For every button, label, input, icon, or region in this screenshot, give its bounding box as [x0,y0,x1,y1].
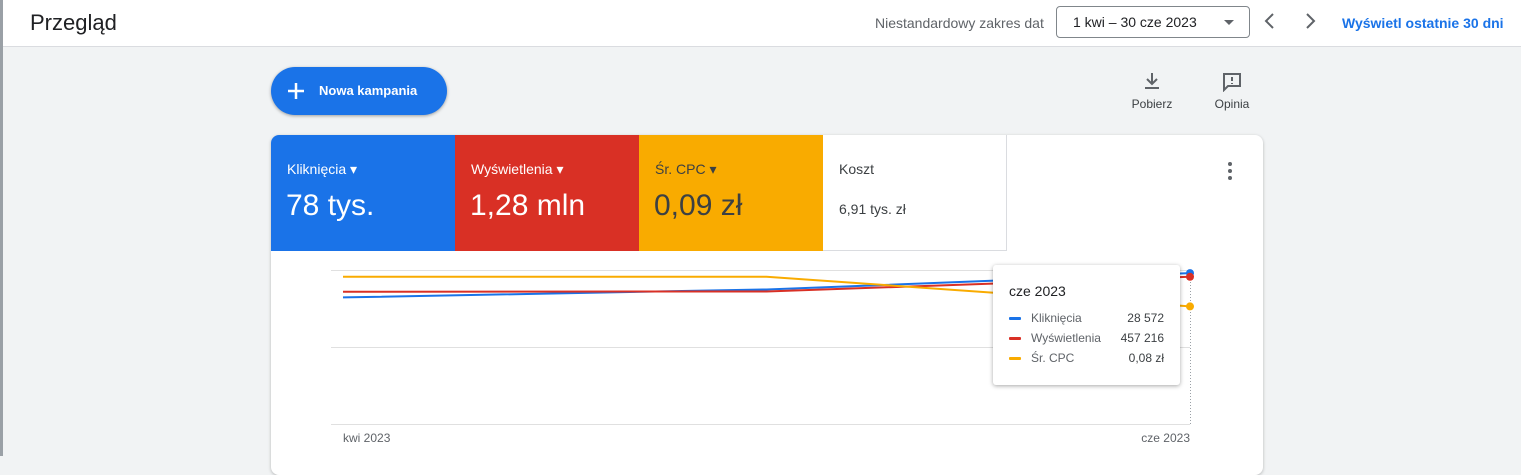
metric-name: Kliknięcia [287,161,347,177]
x-tick-label: kwi 2023 [343,431,391,445]
x-tick-label: cze 2023 [1141,431,1190,445]
metric-tile[interactable]: Wyświetlenia ▾ 1,28 mln [455,135,639,251]
feedback-label: Opinia [1214,97,1250,111]
metric-label: Kliknięcia ▾ [287,161,357,178]
date-range: 1 kwi – 30 cze 2023 [1073,14,1197,30]
legend-label: Wyświetlenia [1031,331,1101,345]
caret: ▾ [709,161,717,177]
metric-value: 78 tys. [286,189,375,222]
tooltip-value: 28 572 [1127,311,1164,325]
metric-tile[interactable]: Kliknięcia ▾ 78 tys. [271,135,455,251]
page-title: Przegląd [30,10,117,35]
hover-dot [1186,272,1194,281]
tooltip-row: Kliknięcia 28 572 [1009,311,1164,327]
metric-value: 6,91 tys. zł [839,201,906,217]
line-chart: kwi 2023 cze 2023 [331,269,1194,445]
metric-tile[interactable]: Koszt 6,91 tys. zł [823,135,1007,251]
download-icon [1145,73,1159,89]
tooltip: cze 2023 Kliknięcia 28 572 Wyświetlenia 457… [993,265,1180,385]
feedback-button[interactable]: Opinia [1192,70,1272,114]
caret: ▾ [556,161,564,177]
metric-label: Śr. CPC ▾ [655,161,717,178]
more-menu[interactable] [1226,161,1234,181]
button-label: Nowa kampania [319,83,418,98]
prev-button[interactable] [1262,11,1278,31]
top-bar: Przegląd Niestandardowy zakres dat 1 kwi… [3,0,1521,47]
new-campaign-button[interactable]: Nowa kampania [271,67,447,115]
feedback-icon [1223,73,1241,92]
caret: ▾ [350,161,358,177]
legend-label: Śr. CPC [1031,351,1075,365]
dropdown-icon [1224,20,1234,25]
metric-name: Koszt [839,161,875,177]
metric-tile[interactable]: Śr. CPC ▾ 0,09 zł [639,135,823,251]
legend-label: Kliknięcia [1031,311,1082,325]
tooltip-title: cze 2023 [1009,283,1066,299]
metric-name: Wyświetlenia [471,161,553,177]
metric-label: Wyświetlenia ▾ [471,161,564,178]
legend-swatch [1009,357,1021,360]
date-picker[interactable]: 1 kwi – 30 cze 2023 [1056,6,1250,38]
tooltip-row: Śr. CPC 0,08 zł [1009,351,1164,367]
legend-swatch [1009,317,1021,320]
date-label: Niestandardowy zakres dat [875,15,1044,31]
metric-name: Śr. CPC [655,161,706,177]
download-button[interactable]: Pobierz [1112,70,1192,114]
plus-icon [288,83,304,99]
tooltip-value: 0,08 zł [1128,351,1164,365]
metric-value: 0,09 zł [654,189,743,222]
side-strip [0,0,3,456]
metric-value: 1,28 mln [470,189,586,222]
tooltip-value: 457 216 [1120,331,1164,345]
download-label: Pobierz [1131,97,1173,111]
next-button[interactable] [1302,11,1318,31]
last-30-link[interactable]: Wyświetl ostatnie 30 dni [1342,15,1504,31]
hover-dot [1186,302,1194,311]
tooltip-row: Wyświetlenia 457 216 [1009,331,1164,347]
legend-swatch [1009,337,1021,340]
